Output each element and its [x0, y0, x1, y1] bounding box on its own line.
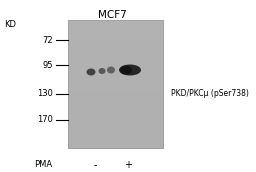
- Text: 130: 130: [37, 89, 53, 98]
- Text: -: -: [93, 160, 97, 170]
- Ellipse shape: [87, 68, 95, 76]
- Ellipse shape: [99, 68, 105, 74]
- Text: 170: 170: [37, 115, 53, 124]
- Ellipse shape: [107, 67, 115, 73]
- Ellipse shape: [120, 66, 132, 74]
- Text: MCF7: MCF7: [98, 10, 126, 20]
- Ellipse shape: [119, 64, 141, 76]
- Bar: [68, 20, 163, 148]
- Text: KD: KD: [4, 20, 16, 29]
- Text: PMA: PMA: [34, 160, 52, 169]
- Text: 95: 95: [42, 61, 53, 70]
- Text: +: +: [124, 160, 132, 170]
- Text: 72: 72: [42, 36, 53, 45]
- Text: PKD/PKCμ (pSer738): PKD/PKCμ (pSer738): [171, 89, 249, 98]
